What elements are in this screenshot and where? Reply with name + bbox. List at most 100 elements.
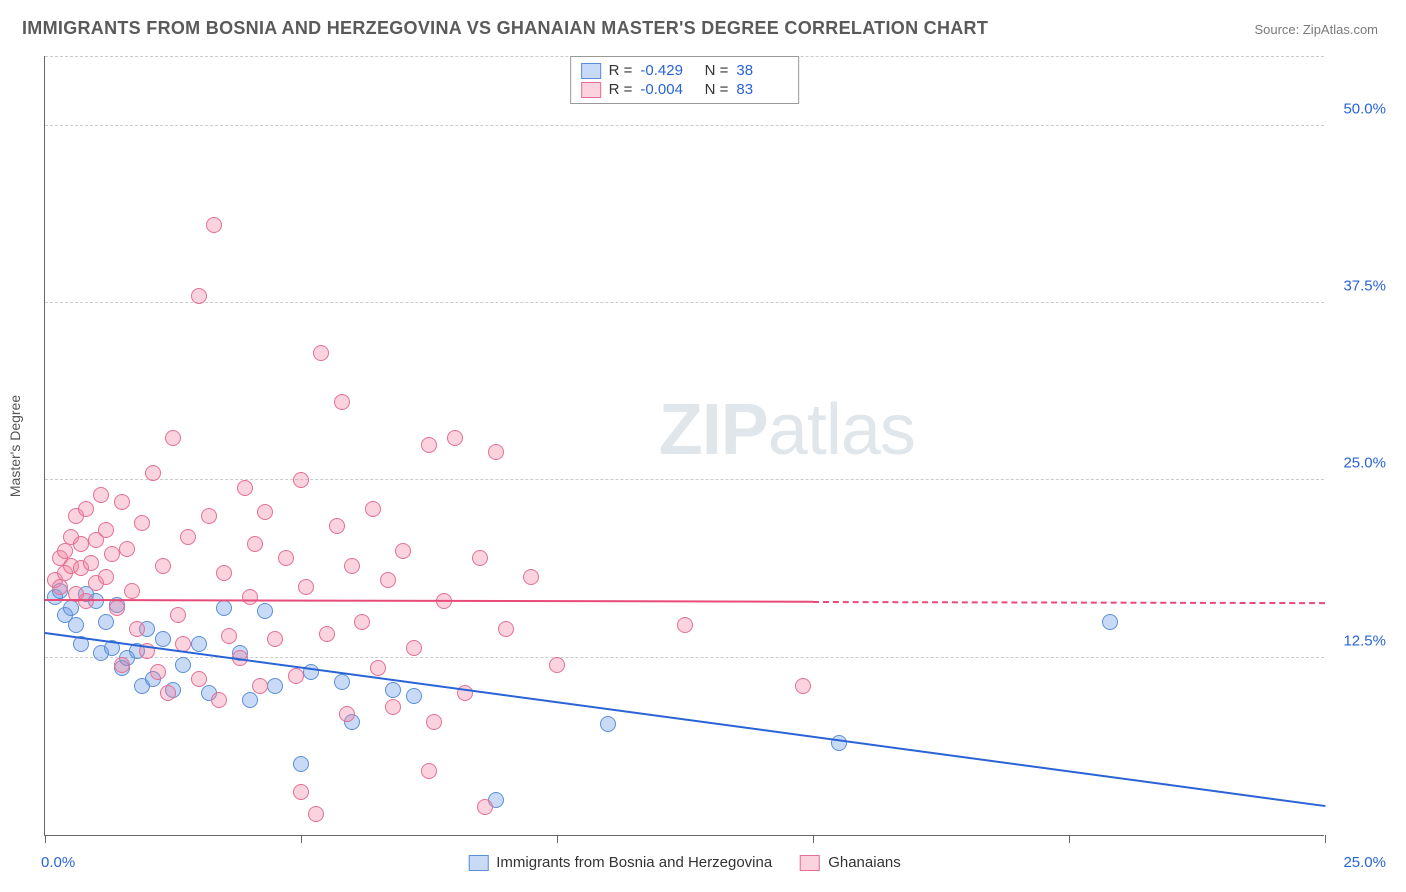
trendline-ghana-dashed [813, 601, 1325, 604]
n-value-ghana: 83 [736, 81, 788, 98]
data-point-ghana [83, 555, 99, 571]
data-point-ghana [155, 558, 171, 574]
data-point-bosnia [406, 688, 422, 704]
data-point-ghana [344, 558, 360, 574]
trendline-ghana [45, 599, 813, 603]
data-point-ghana [93, 487, 109, 503]
x-tick-label: 0.0% [41, 854, 75, 871]
data-point-ghana [267, 631, 283, 647]
r-label: R = [609, 81, 633, 98]
legend-label-ghana: Ghanaians [828, 854, 901, 871]
data-point-bosnia [600, 716, 616, 732]
data-point-ghana [370, 660, 386, 676]
data-point-ghana [52, 579, 68, 595]
source-label: Source: ZipAtlas.com [1254, 22, 1378, 37]
legend-label-bosnia: Immigrants from Bosnia and Herzegovina [496, 854, 772, 871]
data-point-ghana [237, 480, 253, 496]
data-point-ghana [160, 685, 176, 701]
data-point-bosnia [191, 636, 207, 652]
data-point-ghana [206, 217, 222, 233]
y-tick-label: 37.5% [1343, 278, 1386, 295]
data-point-ghana [252, 678, 268, 694]
data-point-ghana [334, 394, 350, 410]
data-point-ghana [78, 501, 94, 517]
n-value-bosnia: 38 [736, 62, 788, 79]
data-point-ghana [73, 536, 89, 552]
data-point-ghana [129, 621, 145, 637]
x-tick-label: 25.0% [1343, 854, 1386, 871]
n-label: N = [700, 81, 728, 98]
chart-title: IMMIGRANTS FROM BOSNIA AND HERZEGOVINA V… [22, 18, 988, 39]
data-point-ghana [354, 614, 370, 630]
trendline-bosnia [45, 632, 1325, 807]
data-point-ghana [124, 583, 140, 599]
data-point-ghana [426, 714, 442, 730]
data-point-ghana [201, 508, 217, 524]
watermark-zip: ZIP [659, 390, 768, 470]
data-point-ghana [447, 430, 463, 446]
data-point-ghana [247, 536, 263, 552]
data-point-ghana [677, 617, 693, 633]
data-point-ghana [98, 522, 114, 538]
data-point-ghana [385, 699, 401, 715]
legend-row-bosnia: R =-0.429 N =38 [581, 61, 789, 80]
data-point-ghana [293, 472, 309, 488]
correlation-legend: R = -0.429 N = 38R = -0.004 N = 83 [570, 56, 800, 104]
data-point-ghana [278, 550, 294, 566]
data-point-ghana [293, 784, 309, 800]
data-point-ghana [488, 444, 504, 460]
legend-swatch-ghana [581, 82, 601, 98]
data-point-ghana [180, 529, 196, 545]
data-point-bosnia [257, 603, 273, 619]
data-point-bosnia [1102, 614, 1118, 630]
x-tick [813, 835, 814, 843]
data-point-ghana [308, 806, 324, 822]
data-point-ghana [319, 626, 335, 642]
legend-swatch-bosnia [581, 63, 601, 79]
y-tick-label: 12.5% [1343, 632, 1386, 649]
data-point-ghana [421, 437, 437, 453]
data-point-ghana [498, 621, 514, 637]
r-value-ghana: -0.004 [640, 81, 692, 98]
legend-item-bosnia: Immigrants from Bosnia and Herzegovina [468, 854, 772, 871]
data-point-ghana [119, 541, 135, 557]
plot-area: Master's Degree ZIPatlas R =-0.429 N =38… [44, 56, 1324, 836]
gridline [45, 125, 1324, 126]
data-point-bosnia [385, 682, 401, 698]
data-point-ghana [170, 607, 186, 623]
data-point-ghana [134, 515, 150, 531]
x-tick [557, 835, 558, 843]
x-tick [45, 835, 46, 843]
gridline [45, 479, 1324, 480]
data-point-ghana [472, 550, 488, 566]
r-value-bosnia: -0.429 [640, 62, 692, 79]
legend-row-ghana: R = -0.004 N = 83 [581, 80, 789, 99]
legend-item-ghana: Ghanaians [800, 854, 901, 871]
data-point-bosnia [155, 631, 171, 647]
r-label: R = [609, 62, 633, 79]
data-point-ghana [523, 569, 539, 585]
data-point-bosnia [293, 756, 309, 772]
data-point-ghana [216, 565, 232, 581]
x-tick [1325, 835, 1326, 843]
y-tick-label: 25.0% [1343, 455, 1386, 472]
data-point-ghana [145, 465, 161, 481]
data-point-bosnia [242, 692, 258, 708]
x-tick [1069, 835, 1070, 843]
y-axis-label: Master's Degree [7, 394, 23, 496]
data-point-ghana [339, 706, 355, 722]
watermark-atlas: atlas [768, 390, 915, 470]
data-point-ghana [165, 430, 181, 446]
data-point-ghana [421, 763, 437, 779]
data-point-bosnia [267, 678, 283, 694]
data-point-ghana [191, 288, 207, 304]
y-tick-label: 50.0% [1343, 100, 1386, 117]
data-point-ghana [549, 657, 565, 673]
data-point-ghana [365, 501, 381, 517]
data-point-ghana [380, 572, 396, 588]
data-point-ghana [191, 671, 207, 687]
series-legend: Immigrants from Bosnia and Herzegovina Gh… [468, 854, 901, 871]
data-point-ghana [150, 664, 166, 680]
data-point-ghana [104, 546, 120, 562]
data-point-bosnia [98, 614, 114, 630]
